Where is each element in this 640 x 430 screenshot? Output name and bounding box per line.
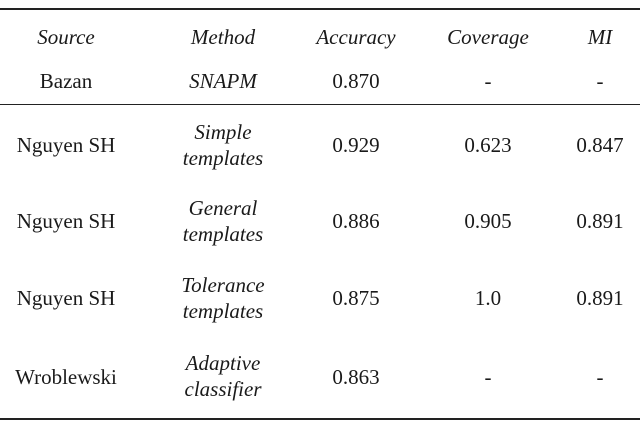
cell-source: Nguyen SH xyxy=(16,133,116,157)
cell-method-line1: Tolerance xyxy=(181,273,265,297)
cell-coverage: - xyxy=(484,365,492,389)
cell-mi: 0.891 xyxy=(576,286,624,310)
cell-accuracy: 0.886 xyxy=(332,209,380,233)
header-rule xyxy=(0,104,640,105)
cell-accuracy: 0.929 xyxy=(332,133,380,157)
cell-method: SNAPM xyxy=(189,69,257,93)
cell-coverage: 1.0 xyxy=(474,286,502,310)
cell-mi: 0.847 xyxy=(576,133,624,157)
cell-method-line2: templates xyxy=(182,222,264,246)
header-coverage: Coverage xyxy=(447,25,529,49)
cell-method-line2: templates xyxy=(182,146,264,170)
cell-source: Wroblewski xyxy=(15,365,117,389)
cell-method-line1: General xyxy=(188,196,258,220)
cell-method-line1: Simple xyxy=(194,120,252,144)
cell-method-line2: classifier xyxy=(184,377,262,401)
cell-coverage: - xyxy=(484,69,492,93)
cell-source: Bazan xyxy=(39,69,93,93)
cell-accuracy: 0.875 xyxy=(332,286,380,310)
header-source: Source xyxy=(37,25,95,49)
cell-coverage: 0.905 xyxy=(464,209,512,233)
cell-mi: - xyxy=(596,69,604,93)
header-accuracy: Accuracy xyxy=(316,25,396,49)
cell-method-line2: templates xyxy=(182,299,264,323)
cell-coverage: 0.623 xyxy=(464,133,512,157)
cell-accuracy: 0.870 xyxy=(332,69,380,93)
cell-mi: 0.891 xyxy=(576,209,624,233)
header-mi: MI xyxy=(587,25,613,49)
cell-source: Nguyen SH xyxy=(16,209,116,233)
header-method: Method xyxy=(190,25,256,49)
top-rule xyxy=(0,8,640,10)
cell-mi: - xyxy=(596,365,604,389)
cell-accuracy: 0.863 xyxy=(332,365,380,389)
cell-source: Nguyen SH xyxy=(16,286,116,310)
cell-method-line1: Adaptive xyxy=(185,351,261,375)
bottom-rule xyxy=(0,418,640,420)
